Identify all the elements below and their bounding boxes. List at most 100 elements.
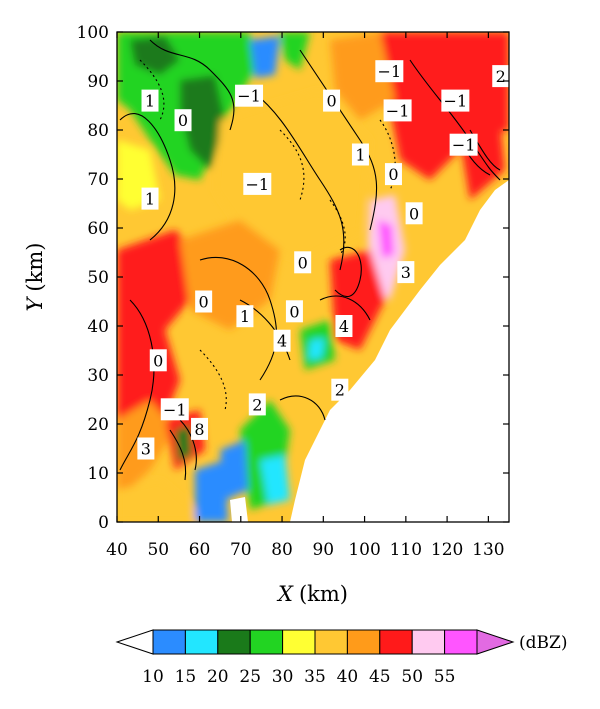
contour-label: 8 (191, 417, 209, 440)
contour-label-text: 4 (277, 332, 287, 351)
x-tick-label: 40 (106, 540, 128, 560)
y-tick-label: 20 (87, 415, 109, 435)
y-axis-title: Y (km) (23, 243, 47, 312)
contour-label-box (285, 300, 303, 323)
contour-label-text: 4 (339, 317, 349, 336)
contour-label-text: 1 (355, 146, 365, 165)
contour-label-box (397, 261, 415, 284)
y-tick-label: 50 (87, 268, 109, 288)
colorbar-tick-label: 30 (272, 667, 294, 687)
y-tick-label: 40 (87, 317, 109, 337)
x-tick-label: 110 (390, 540, 422, 560)
contour-label: 0 (384, 163, 402, 186)
contour-label-text: 2 (252, 395, 262, 414)
contour-label-text: 1 (240, 307, 250, 326)
colorbar-tick-labels: 10 15 20 25 30 35 40 45 50 55 (142, 667, 455, 687)
colorbar-box (379, 629, 413, 655)
x-tick-label: 80 (271, 540, 293, 560)
contour-label: −1 (449, 133, 478, 156)
x-axis-var: X (276, 582, 294, 606)
y-tick-label: 10 (87, 464, 109, 484)
x-tick-label: 120 (431, 540, 463, 560)
contour-label-text: 0 (199, 293, 209, 312)
colorbar-tick-label: 15 (175, 667, 197, 687)
contour-label: 0 (294, 251, 312, 274)
contour-label-text: 3 (141, 440, 151, 459)
contour-label-text: 0 (178, 111, 188, 130)
y-tick-label: 90 (87, 72, 109, 92)
colorbar-box (444, 629, 478, 655)
colorbar-tick-label: 10 (142, 667, 164, 687)
colorbar-box (282, 629, 316, 655)
contour-label-text: −1 (378, 62, 402, 81)
y-tick-label: 30 (87, 366, 109, 386)
contour-label: 2 (331, 378, 349, 401)
y-tick-label: 60 (87, 219, 109, 239)
contour-label-text: −1 (386, 101, 410, 120)
x-tick-label: 70 (230, 540, 252, 560)
colorbar-tick-label: 35 (304, 667, 326, 687)
contour-label: −1 (160, 398, 189, 421)
contour-label-text: 3 (401, 263, 411, 282)
contour-label-text: −1 (163, 400, 187, 419)
reflectivity-field (117, 32, 509, 522)
contour-label-text: 2 (335, 381, 345, 400)
contour-label-text: 2 (496, 67, 506, 86)
contour-label: 1 (236, 305, 254, 328)
y-tick-label: 80 (87, 121, 109, 141)
contour-label-box (323, 89, 341, 112)
contour-label-box (141, 187, 159, 210)
contour-label-text: −1 (452, 136, 476, 155)
contour-label: 4 (335, 315, 353, 337)
contour-label: 4 (273, 329, 291, 352)
contour-label-text: 0 (326, 92, 336, 111)
contour-label: 0 (149, 349, 167, 372)
contour-label-text: 0 (388, 165, 398, 184)
colorbar-over-triangle (476, 629, 515, 655)
contour-label-text: 8 (194, 420, 204, 439)
contour-label-box (294, 251, 312, 274)
contour-label-box (191, 417, 209, 440)
y-axis-var: Y (23, 295, 47, 311)
contour-label-box (195, 290, 213, 313)
contour-label: −1 (243, 172, 272, 195)
colorbar-unit: (dBZ) (519, 633, 567, 653)
contour-label: 0 (174, 109, 192, 132)
contour-label-box (351, 143, 369, 166)
colorbar: 10 15 20 25 30 35 40 45 50 55 (dBZ) (115, 629, 567, 687)
contour-label: 3 (137, 437, 155, 460)
colorbar-tick-label: 40 (337, 667, 359, 687)
contour-label-box (236, 305, 254, 328)
contour-label-text: −1 (444, 92, 468, 111)
contour-label-box (405, 202, 423, 225)
contour-label-box (331, 378, 349, 401)
colorbar-box (314, 629, 348, 655)
colorbar-box (249, 629, 284, 655)
x-axis: 40 50 60 70 80 90 100 110 120 130 (106, 32, 505, 560)
x-tick-label: 130 (472, 540, 504, 560)
colorbar-tick-label: 20 (207, 667, 229, 687)
contour-label: −1 (375, 60, 404, 83)
x-tick-label: 100 (348, 540, 380, 560)
contour-label: 1 (141, 187, 159, 210)
contour-label-box (375, 60, 404, 83)
contour-label-box (235, 84, 264, 107)
contour-label: 2 (248, 393, 266, 416)
contour-label-box (248, 393, 266, 416)
x-axis-unit: (km) (299, 582, 348, 606)
colorbar-tick-label: 25 (239, 667, 261, 687)
contour-label-text: 1 (145, 190, 155, 209)
contour-label: 1 (351, 143, 369, 166)
contour-label: 0 (405, 202, 423, 225)
contour-label-box (273, 329, 291, 352)
colorbar-boxes (152, 629, 478, 655)
contour-label: 2 (492, 65, 510, 88)
contour-label-text: 0 (153, 351, 163, 370)
colorbar-tick-label: 50 (401, 667, 423, 687)
contour-label-box (441, 89, 470, 112)
colorbar-box (184, 629, 219, 655)
contour-label: 1 (141, 89, 159, 112)
y-axis-unit: (km) (23, 243, 47, 292)
x-tick-label: 90 (312, 540, 334, 560)
